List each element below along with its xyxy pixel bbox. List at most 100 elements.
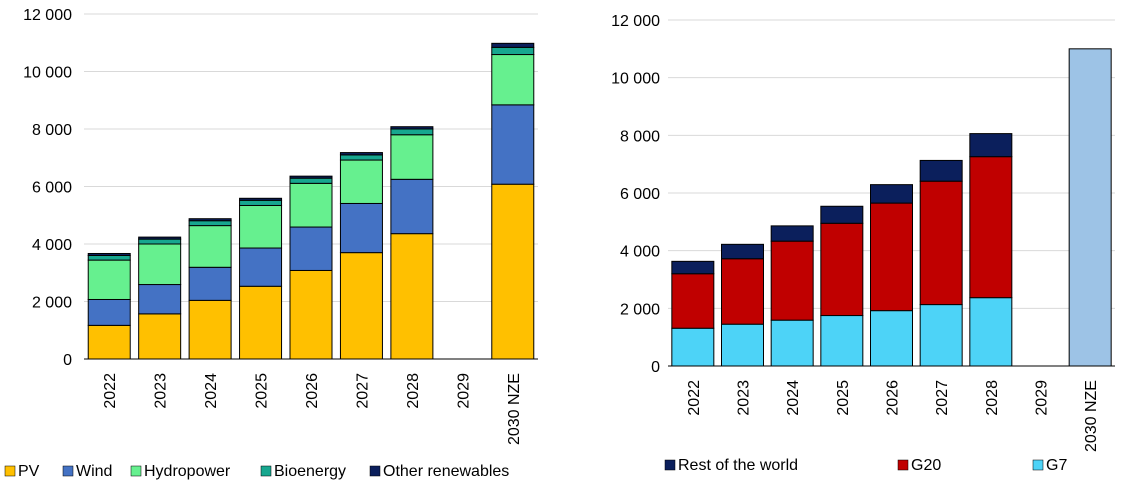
legend-label: Wind	[76, 463, 112, 480]
bar-segment-wind-2026	[289, 226, 333, 271]
x-tick-label: 2027	[354, 373, 371, 409]
bar-segment-pv-2023	[138, 313, 182, 360]
bar-segment-pv-2024	[188, 299, 232, 360]
bar-segment-g20-2022	[671, 273, 715, 329]
bar-segment-rest-of-the-world-2025	[820, 205, 864, 224]
bar-segment-hydropower-2027	[339, 159, 383, 204]
chart-left-stacked-renewables: 0 2 000 4 000 6 000 8 000 10 000 12 000 2022 202…	[4, 7, 538, 480]
y-tick-label: 0	[63, 352, 72, 369]
bar-segment-hydropower-2025	[239, 204, 283, 249]
legend-item-g7: G7	[1032, 457, 1067, 474]
bar-segment-hydropower-2023	[138, 243, 182, 286]
x-tick-label: 2027	[934, 380, 951, 416]
legend-swatch	[4, 465, 16, 477]
bar-segment-g7-2023	[721, 323, 764, 367]
y-tick-label: 2 000	[32, 295, 72, 312]
bar-segment-wind-2023	[138, 284, 182, 315]
bar-segment-g20-2028	[969, 156, 1013, 299]
bar-segment-bioenergy-2022	[87, 255, 131, 261]
bar-segment-pv-2025	[239, 285, 283, 360]
bar-segment-rest-of-the-world-2022	[671, 260, 715, 275]
bar-segment-pv-2022	[87, 324, 131, 360]
y-tick-label: 4 000	[620, 244, 660, 261]
bar-segment-hydropower-2024	[188, 225, 232, 268]
bar-segment-other-renewables-2028	[390, 126, 434, 130]
bar-segment-bioenergy-2023	[138, 238, 182, 245]
x-tick-label: 2030 NZE	[506, 373, 523, 445]
x-tick-label: 2026	[304, 373, 321, 409]
bar-segment-hydropower-2030-nze	[491, 54, 535, 106]
legend-item-rest-of-the-world: Rest of the world	[664, 457, 798, 474]
legend-swatch	[897, 459, 909, 471]
legend-label: Hydropower	[144, 463, 231, 480]
bar-segment-g20-2024	[770, 240, 814, 321]
bar-segment-other-renewables-2030-nze	[491, 42, 535, 48]
legend-swatch	[369, 465, 381, 477]
bar-segment-wind-2022	[87, 298, 131, 326]
bar-segment-pv-2030-nze	[491, 183, 535, 360]
legend-label: Rest of the world	[678, 457, 798, 474]
legend-swatch	[130, 465, 142, 477]
bar-segment-hydropower-2026	[289, 182, 333, 228]
y-tick-label: 6 000	[32, 180, 72, 197]
x-tick-label: 2029	[1034, 380, 1051, 416]
x-tick-label: 2024	[203, 373, 220, 409]
x-tick-label: 2025	[254, 373, 271, 409]
x-tick-label: 2025	[835, 380, 852, 416]
bar-segment-g7-2027	[919, 304, 963, 367]
legend-item-other-renewables: Other renewables	[369, 463, 509, 480]
legend-swatch	[260, 465, 272, 477]
bar-segment-pv-2027	[339, 252, 383, 360]
bar-segment-g7-2026	[870, 310, 913, 367]
bar-segment-rest-of-the-world-2023	[721, 243, 764, 260]
bar-segment-other-renewables-2025	[239, 197, 283, 201]
y-tick-label: 0	[651, 359, 660, 376]
bar-segment-g7-2028	[969, 297, 1013, 367]
y-tick-label: 8 000	[32, 122, 72, 139]
bar-segment-g7-2022	[671, 327, 715, 367]
bar-segment-other-renewables-2026	[289, 175, 333, 179]
bar-segment-series-3-2030-nze	[1068, 48, 1112, 367]
bar-segment-bioenergy-2025	[239, 199, 283, 206]
chart-right-stacked-regions: 0 2 000 4 000 6 000 8 000 10 000 12 000 2022 202…	[611, 13, 1115, 474]
bar-segment-hydropower-2028	[390, 134, 434, 180]
legend-item-bioenergy: Bioenergy	[260, 463, 346, 480]
y-tick-label: 10 000	[611, 71, 660, 88]
legend-item-hydropower: Hydropower	[130, 463, 231, 480]
x-tick-label: 2028	[405, 373, 422, 409]
x-tick-label: 2023	[153, 373, 170, 409]
bar-segment-other-renewables-2024	[188, 218, 232, 222]
legend-label: G7	[1046, 457, 1067, 474]
bar-segment-bioenergy-2024	[188, 220, 232, 227]
bar-segment-g20-2027	[919, 180, 963, 306]
y-tick-label: 6 000	[620, 186, 660, 203]
bar-segment-g7-2024	[770, 319, 814, 367]
bar-segment-bioenergy-2028	[390, 128, 434, 136]
legend-swatch	[62, 465, 74, 477]
y-tick-label: 8 000	[620, 128, 660, 145]
bar-segment-rest-of-the-world-2024	[770, 225, 814, 242]
bar-segment-wind-2025	[239, 247, 283, 287]
bar-segment-other-renewables-2023	[138, 236, 182, 240]
legend-label: Other renewables	[383, 463, 509, 480]
bar-segment-rest-of-the-world-2028	[969, 133, 1013, 158]
bar-segment-g7-2025	[820, 315, 864, 367]
legend-item-g20: G20	[897, 457, 941, 474]
bar-segment-wind-2030-nze	[491, 104, 535, 185]
bar-segment-rest-of-the-world-2026	[870, 184, 913, 204]
legend-label: G20	[911, 457, 941, 474]
x-tick-label: 2029	[455, 373, 472, 409]
y-tick-label: 10 000	[23, 65, 72, 82]
x-tick-label: 2030 NZE	[1083, 380, 1100, 452]
x-tick-label: 2024	[785, 380, 802, 416]
legend-swatch	[1032, 459, 1044, 471]
x-tick-label: 2022	[686, 380, 703, 416]
legend-label: PV	[18, 463, 40, 480]
y-tick-label: 4 000	[32, 237, 72, 254]
bar-segment-g20-2023	[721, 258, 764, 325]
legend-item-pv: PV	[4, 463, 40, 480]
y-tick-label: 12 000	[23, 7, 72, 24]
bar-segment-other-renewables-2027	[339, 152, 383, 156]
x-tick-label: 2028	[984, 380, 1001, 416]
bar-segment-hydropower-2022	[87, 259, 131, 300]
